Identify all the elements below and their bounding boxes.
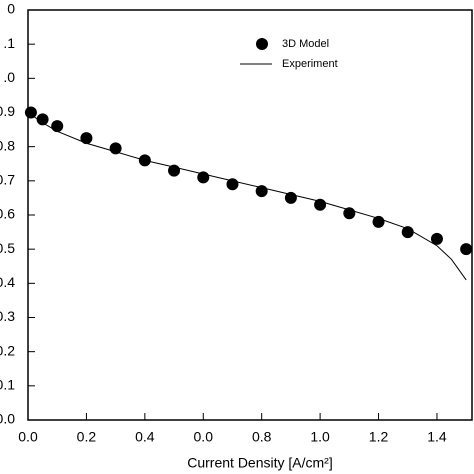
data-point — [51, 120, 64, 133]
data-point — [36, 113, 49, 126]
legend-marker — [256, 38, 268, 50]
y-tick-label: .1 — [3, 35, 15, 51]
data-point — [80, 132, 93, 145]
y-tick-label: 0.7 — [0, 172, 15, 188]
y-tick-label: 0.1 — [0, 377, 15, 393]
legend-label: Experiment — [282, 58, 338, 70]
y-tick-label: 0.4 — [0, 274, 15, 290]
y-tick-label: 0 — [7, 1, 15, 17]
plot-frame — [27, 9, 473, 421]
x-tick-label: 0.8 — [252, 429, 272, 445]
data-point — [24, 106, 37, 119]
y-tick-label: 0.3 — [0, 308, 15, 324]
x-tick-label: 0.0 — [194, 429, 214, 445]
y-tick-label: 0.9 — [0, 103, 15, 119]
y-tick-label: 0.8 — [0, 137, 15, 153]
x-axis-label: Current Density [A/cm²] — [187, 455, 332, 471]
data-point — [401, 226, 414, 239]
x-tick-label: 0.0 — [18, 429, 38, 445]
x-tick-label: 1.0 — [310, 429, 330, 445]
x-tick-label: 1.2 — [369, 429, 389, 445]
y-tick-label: 0.6 — [0, 206, 15, 222]
data-point — [430, 232, 443, 245]
legend-label: 3D Model — [282, 38, 329, 50]
x-tick-label: 0.4 — [135, 429, 155, 445]
y-tick-label: 0.2 — [0, 342, 15, 358]
y-tick-label: 0.5 — [0, 240, 15, 256]
y-tick-label: 0.0 — [0, 411, 15, 427]
y-tick-label: .0 — [3, 69, 15, 85]
x-tick-label: 0.2 — [77, 429, 97, 445]
x-tick-label: 1.4 — [427, 429, 447, 445]
data-point — [372, 215, 385, 228]
data-line — [27, 112, 467, 281]
data-point — [460, 243, 473, 256]
